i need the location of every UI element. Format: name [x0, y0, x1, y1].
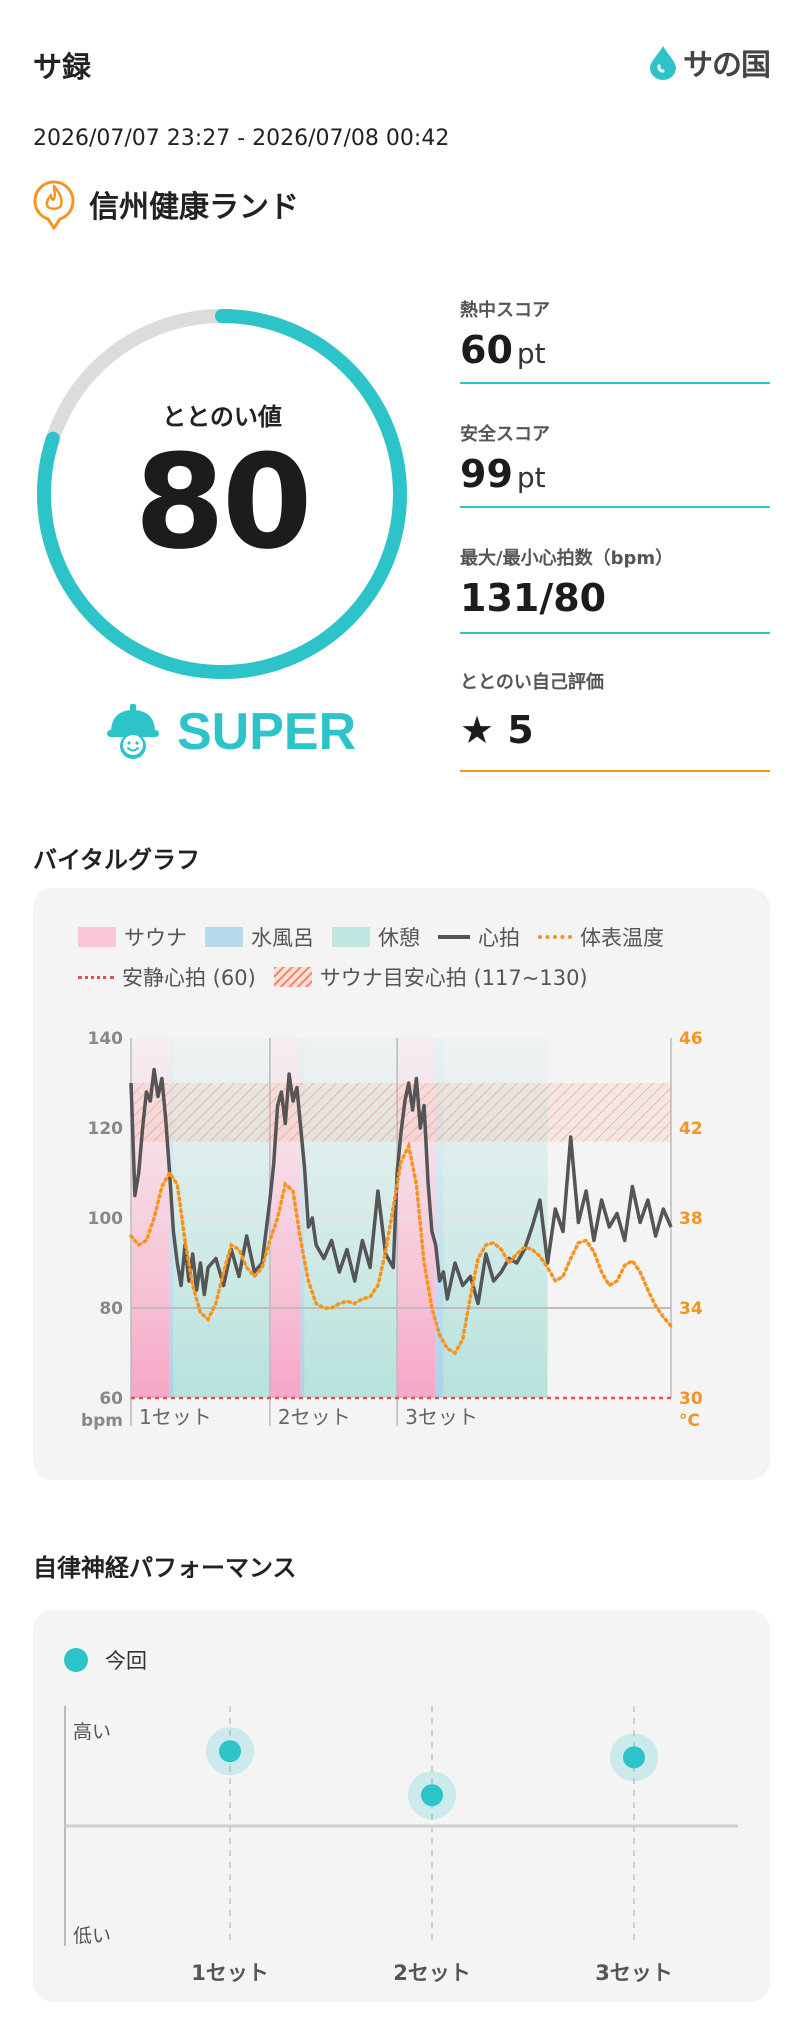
rank-text: SUPER [177, 703, 357, 761]
totonoi-value: 80 [134, 426, 313, 578]
y-tick-left: 60 [99, 1389, 123, 1409]
y-tick-right: 42 [679, 1119, 703, 1139]
stat-label: ととのい自己評価 [460, 672, 604, 693]
ans-high-label: 高い [73, 1721, 111, 1743]
ans-legend-dot [64, 1648, 88, 1672]
ans-set-label: 1セット [191, 1961, 269, 1985]
vital-legend-row-2: 安静心拍 (60) サウナ目安心拍 (117~130) [78, 962, 606, 992]
totonoi-label: ととのい値 [162, 403, 282, 431]
legend-heart-rate: 心拍 [438, 922, 520, 952]
rank-badge: SUPER [105, 698, 356, 766]
stat-value: 99 pt [460, 452, 546, 496]
legend-sauna: サウナ [78, 922, 187, 952]
stat-underline [460, 506, 770, 508]
y-tick-right: 46 [679, 1029, 703, 1049]
legend-resting-hr: 安静心拍 (60) [78, 962, 256, 992]
stat-label: 熱中スコア [460, 300, 550, 321]
ring-progress [37, 309, 407, 679]
y-tick-right: 30 [679, 1389, 703, 1409]
self-rating[interactable]: ととのい自己評価 ★ 5 [460, 668, 770, 772]
set-label: 2セット [278, 1405, 351, 1429]
sauna-hat-face-icon [107, 704, 159, 759]
ans-set-label: 2セット [393, 1961, 471, 1985]
y-tick-right: 38 [679, 1209, 703, 1229]
ans-low-label: 低い [73, 1925, 111, 1947]
safety-score: 安全スコア 99 pt [460, 420, 770, 510]
y-tick-left: 120 [88, 1119, 124, 1139]
vital-chart: 140 120 100 80 60 46 42 38 34 30 bpm °C 1セット 2セット 3セット [81, 1029, 703, 1431]
heat-score: 熱中スコア 60 pt [460, 296, 770, 386]
vital-graph-card: サウナ 水風呂 休憩 心拍 体表温度 安静心拍 (60) サウナ目安心拍 (11… [33, 888, 770, 1480]
legend-cold-bath: 水風呂 [205, 922, 314, 952]
ans-point[interactable] [219, 1740, 241, 1763]
set-label: 1セット [139, 1405, 212, 1429]
y-tick-left: 80 [99, 1299, 123, 1319]
fire-pin-icon [33, 180, 75, 230]
header: サ録 サの国 [33, 40, 771, 90]
stat-label: 安全スコア [460, 424, 550, 445]
stat-underline [460, 632, 770, 634]
session-datetime: 2026/07/07 23:27 - 2026/07/08 00:42 [33, 126, 450, 151]
stat-value: ★ 5 [460, 708, 534, 752]
stat-value: 131/80 [460, 576, 607, 620]
totonoi-gauge: ととのい値 80 [30, 302, 414, 686]
ans-point[interactable] [623, 1746, 645, 1769]
set-label: 3セット [405, 1405, 478, 1429]
ans-title: 自律神経パフォーマンス [33, 1554, 297, 1582]
legend-rest: 休憩 [332, 922, 420, 952]
ans-chart: 今回 高い 低い 1セット 2セット 3セット [64, 1648, 738, 1985]
logo-text: サの国 [683, 48, 771, 83]
heart-rate-range: 最大/最小心拍数（bpm） 131/80 [460, 544, 770, 634]
ans-legend-label: 今回 [105, 1649, 147, 1673]
y-tick-left: 100 [88, 1209, 124, 1229]
ans-point[interactable] [421, 1784, 443, 1807]
legend-skin-temp: 体表温度 [538, 922, 664, 952]
stat-label: 最大/最小心拍数（bpm） [460, 548, 674, 569]
y-tick-right: 34 [679, 1299, 703, 1319]
stat-value: 60 pt [460, 328, 546, 372]
y-tick-left: 140 [88, 1029, 124, 1049]
stat-underline [460, 382, 770, 384]
legend-target-hr: サウナ目安心拍 (117~130) [273, 962, 588, 992]
water-drop-icon [650, 46, 676, 80]
stat-underline [460, 770, 770, 772]
app-logo[interactable]: サの国 [647, 40, 771, 84]
facility-name: 信州健康ランド [89, 190, 299, 225]
y-unit-left: bpm [81, 1411, 123, 1431]
totonoi-ring [37, 309, 407, 679]
app-title: サ録 [33, 50, 92, 84]
facility[interactable]: 信州健康ランド [33, 176, 299, 232]
ans-card: 今回 高い 低い 1セット 2セット 3セット [33, 1610, 770, 2002]
skin-temp-line [129, 1140, 673, 1356]
y-unit-right: °C [679, 1411, 700, 1431]
vital-legend-row-1: サウナ 水風呂 休憩 心拍 体表温度 [78, 922, 682, 952]
vital-graph-title: バイタルグラフ [33, 846, 201, 874]
ans-set-label: 3セット [595, 1961, 673, 1985]
heart-rate-line [129, 1067, 673, 1306]
